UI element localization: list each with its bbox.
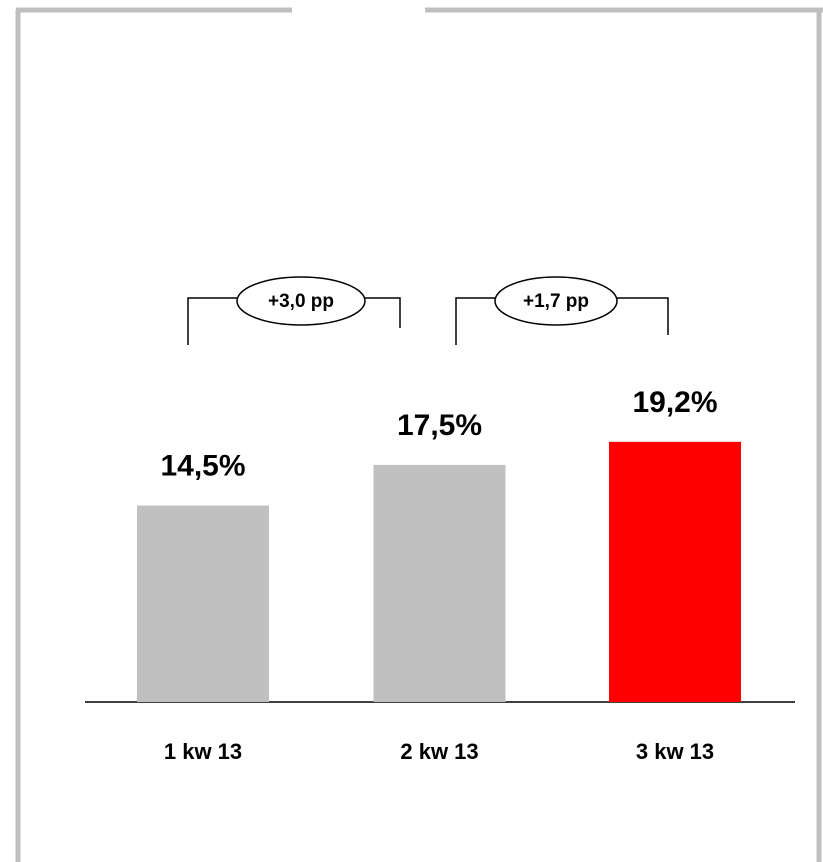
bar <box>609 441 741 702</box>
x-tick-label: 2 kw 13 <box>400 739 478 764</box>
x-tick-label: 1 kw 13 <box>164 739 242 764</box>
bracket <box>187 276 669 345</box>
value-label: 14,5% <box>160 449 245 482</box>
annotation: +1,7 pp <box>523 291 589 312</box>
annotation: +3,0 pp <box>268 291 334 312</box>
x-tick-label: 3 kw 13 <box>636 739 714 764</box>
value-label: 17,5% <box>397 409 482 442</box>
value-label: 19,2% <box>632 386 717 419</box>
bar <box>373 464 506 702</box>
frame <box>15 7 823 862</box>
bar <box>137 505 269 702</box>
